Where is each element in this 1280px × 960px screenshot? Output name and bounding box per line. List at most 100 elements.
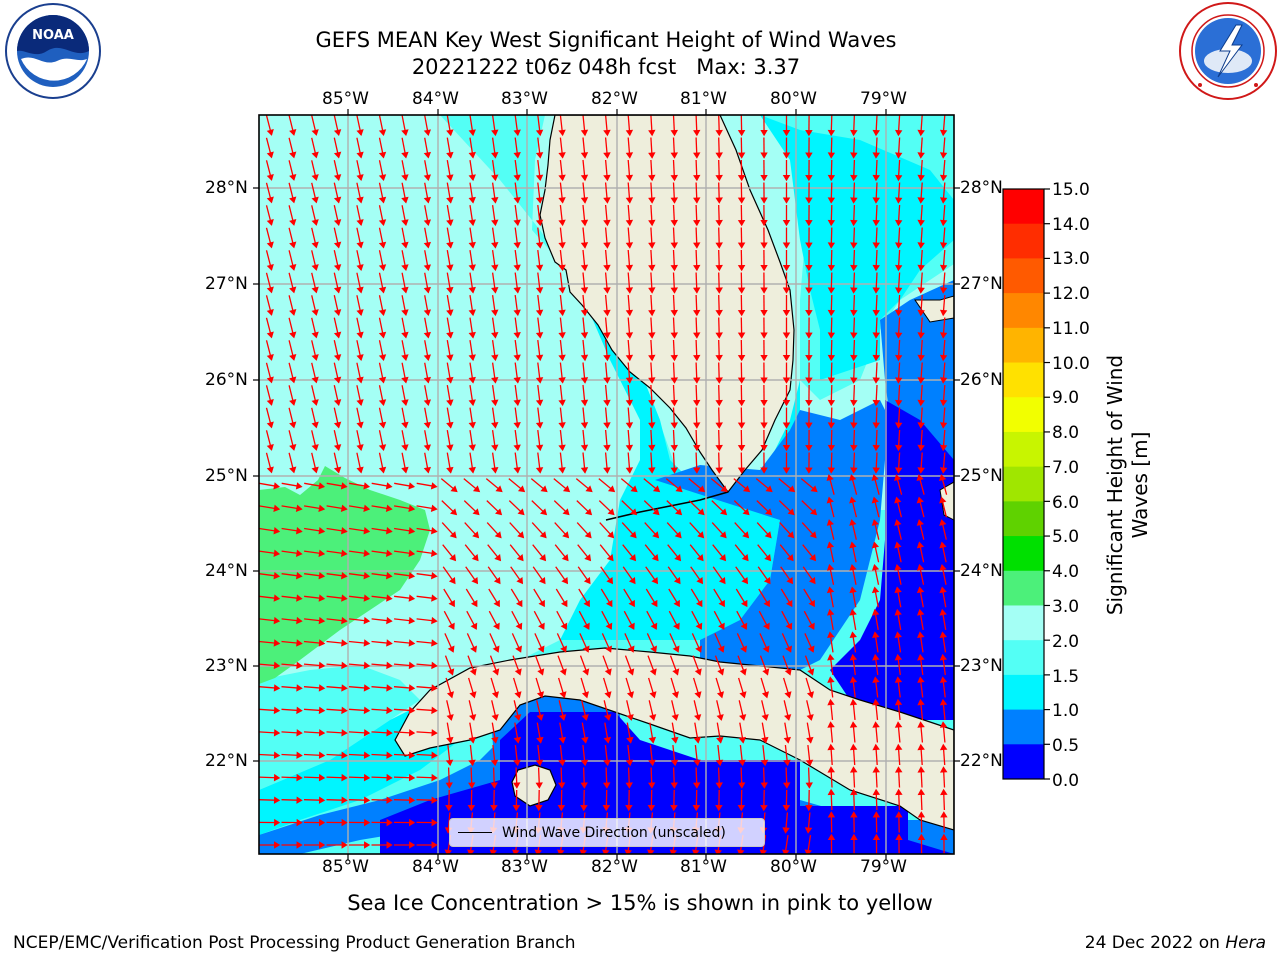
wind-wave-arrow-head [809, 531, 817, 539]
wind-wave-arrow-head [737, 152, 746, 159]
wind-wave-arrow-head [917, 676, 925, 683]
wind-wave-arrow-head [697, 508, 705, 516]
wind-wave-arrow-head [363, 549, 371, 557]
wind-wave-arrow-head [447, 668, 455, 676]
wind-wave-arrow-head [872, 743, 880, 751]
wind-wave-arrow-head [266, 196, 274, 204]
wind-wave-arrow-head [939, 467, 948, 474]
wind-wave-arrow-head [672, 645, 680, 653]
wind-wave-arrow-head [603, 444, 611, 452]
wind-wave-arrow-head [648, 467, 656, 474]
lon-label-top: 83°W [501, 89, 548, 109]
wind-wave-arrow-head [827, 332, 836, 339]
wind-wave-arrow-head [513, 736, 522, 744]
wind-wave-arrow-head [468, 444, 476, 452]
wind-wave-arrow-head [423, 264, 432, 272]
wind-wave-arrow-head [826, 519, 834, 526]
wind-wave-arrow-head [827, 219, 836, 227]
wind-wave-arrow-head [491, 264, 499, 272]
wind-wave-arrow-head [650, 622, 658, 630]
wind-wave-arrow-head [715, 287, 723, 294]
wind-wave-arrow-head [761, 714, 769, 721]
wind-wave-arrow-head [401, 331, 409, 339]
wind-wave-arrow-head [872, 833, 881, 840]
wind-wave-arrow-head [782, 332, 791, 339]
wind-wave-arrow-head [603, 129, 611, 137]
wind-wave-arrow-head [580, 152, 589, 159]
wind-wave-arrow-head [894, 608, 902, 616]
wind-wave-arrow-head [340, 504, 348, 513]
wind-wave-arrow-head [760, 310, 768, 317]
wind-wave-arrow-head [558, 264, 566, 272]
wind-wave-arrow-head [827, 399, 836, 407]
wind-wave-arrow-head [669, 849, 677, 854]
wind-wave-arrow-head [670, 444, 679, 452]
wind-wave-arrow-head [917, 152, 925, 159]
wind-wave-arrow-head [626, 691, 635, 699]
wind-wave-arrow-head [787, 485, 796, 493]
wind-wave-arrow-head [939, 399, 948, 407]
wind-wave-arrow-head [318, 661, 326, 670]
wind-wave-arrow-head [491, 241, 499, 249]
wind-wave-arrow-head [468, 331, 476, 339]
wind-wave-arrow-head [760, 782, 768, 789]
wind-wave-arrow-head [693, 197, 701, 204]
wind-wave-arrow-head [670, 759, 679, 767]
wind-wave-arrow-head [583, 599, 590, 608]
wind-wave-arrow-head [603, 152, 611, 159]
wind-wave-arrow-head [423, 376, 432, 384]
colorbar-segment [1003, 258, 1044, 294]
wind-wave-arrow-head [401, 421, 409, 429]
wind-wave-arrow-head [356, 399, 364, 407]
wind-wave-arrow-head [850, 309, 858, 317]
wind-wave-arrow-head [939, 264, 948, 272]
wind-wave-arrow-head [786, 577, 794, 585]
wind-wave-arrow-head [742, 508, 750, 516]
wind-wave-arrow-head [894, 174, 903, 182]
wind-wave-arrow-head [603, 399, 611, 407]
wind-wave-arrow-head [737, 849, 745, 854]
lat-label-right: 24°N [960, 561, 1003, 581]
wind-wave-arrow-head [648, 736, 657, 744]
wind-wave-arrow-head [785, 599, 793, 608]
wind-wave-arrow-head [625, 422, 634, 429]
wind-wave-arrow-head [782, 220, 791, 227]
wind-wave-arrow-head [693, 377, 701, 384]
wind-wave-arrow-head [603, 782, 611, 789]
wind-wave-arrow-head [693, 129, 701, 137]
wind-wave-arrow-head [894, 586, 902, 594]
wind-wave-arrow-head [895, 811, 903, 818]
wind-wave-arrow-head [939, 422, 948, 429]
wind-wave-arrow-head [489, 849, 497, 854]
wind-wave-arrow-head [693, 287, 701, 294]
wind-wave-arrow-head [603, 287, 611, 294]
wind-wave-arrow-head [737, 467, 746, 474]
wind-wave-arrow-head [515, 645, 522, 653]
wind-wave-arrow-head [602, 849, 610, 854]
wind-wave-arrow-head [512, 805, 521, 812]
wind-wave-arrow-head [378, 264, 387, 272]
wind-wave-arrow-head [939, 287, 948, 294]
wind-wave-arrow-head [491, 151, 499, 159]
wind-wave-arrow-head [872, 242, 880, 249]
wind-wave-arrow-head [894, 653, 903, 661]
wind-wave-arrow-head [318, 504, 326, 513]
wind-wave-arrow-head [871, 563, 880, 571]
wind-wave-arrow-head [535, 152, 544, 159]
wind-wave-arrow-head [340, 482, 348, 490]
colorbar-tick-label: 11.0 [1052, 319, 1090, 339]
wind-wave-arrow-head [939, 653, 948, 661]
wind-wave-arrow-head [333, 309, 342, 317]
wind-wave-arrow-head [648, 152, 656, 159]
wind-wave-arrow-head [651, 554, 659, 562]
wind-wave-arrow-head [782, 265, 791, 272]
wind-wave-arrow-head [445, 759, 454, 767]
wind-wave-arrow-head [872, 129, 880, 137]
wind-wave-arrow-head [651, 577, 659, 585]
wind-wave-arrow-head [648, 242, 656, 249]
wind-wave-arrow-head [363, 796, 371, 804]
wind-wave-arrow-head [448, 599, 455, 608]
wind-wave-arrow-head [562, 485, 571, 493]
wind-wave-arrow-head [763, 577, 771, 585]
wind-wave-arrow-head [603, 377, 611, 384]
